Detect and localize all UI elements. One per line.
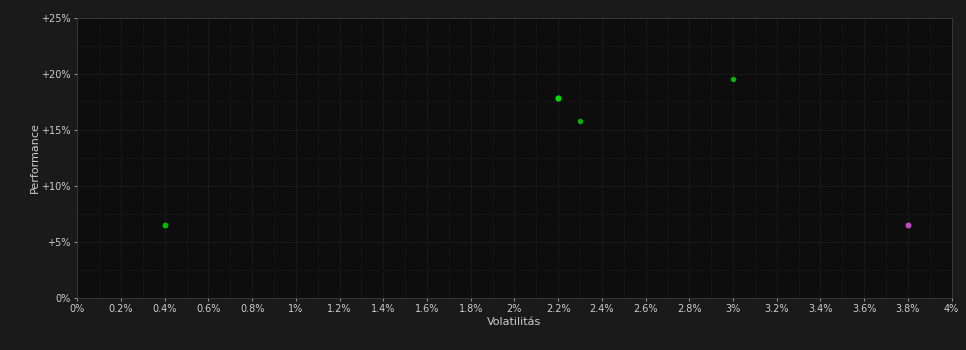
Point (551, 95, 566, 101)
X-axis label: Volatilitás: Volatilitás (487, 317, 542, 327)
Point (572, 118, 587, 123)
Point (156, 222, 173, 228)
Y-axis label: Performance: Performance (30, 122, 41, 193)
Point (725, 76, 741, 82)
Point (900, 222, 916, 228)
